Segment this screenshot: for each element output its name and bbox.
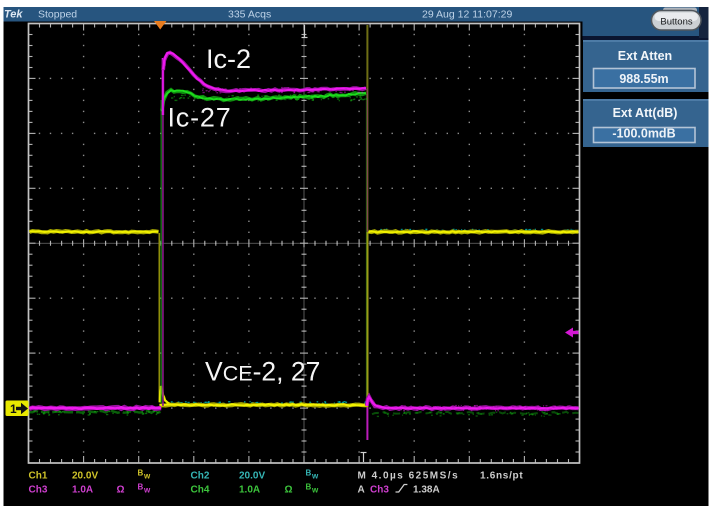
svg-text:Ext Att(dB): Ext Att(dB) <box>613 106 678 120</box>
svg-text:1.0A: 1.0A <box>72 485 93 496</box>
svg-text:Buttons: Buttons <box>660 17 692 28</box>
svg-text:B: B <box>306 469 312 478</box>
svg-text:1.0A: 1.0A <box>239 485 260 496</box>
svg-text:Ch2: Ch2 <box>191 471 210 482</box>
svg-text:B: B <box>138 483 144 492</box>
svg-text:Ext Atten: Ext Atten <box>618 49 672 63</box>
svg-text:w: w <box>311 486 319 495</box>
svg-text:Ch3: Ch3 <box>29 485 48 496</box>
svg-text:B: B <box>306 483 312 492</box>
svg-text:Ic-2: Ic-2 <box>206 44 251 74</box>
svg-text:w: w <box>143 486 151 495</box>
svg-text:988.55m: 988.55m <box>619 72 668 86</box>
svg-text:w: w <box>311 472 319 481</box>
svg-text:w: w <box>143 472 151 481</box>
svg-text:20.0V: 20.0V <box>239 471 265 482</box>
svg-text:-100.0mdB: -100.0mdB <box>612 127 675 141</box>
svg-text:20.0V: 20.0V <box>72 471 98 482</box>
svg-text:Ω: Ω <box>285 485 293 496</box>
svg-text:Ch4: Ch4 <box>191 485 210 496</box>
svg-text:VCE-2, 27: VCE-2, 27 <box>205 357 320 387</box>
svg-text:Ch3: Ch3 <box>370 485 389 496</box>
svg-text:Ω: Ω <box>117 485 125 496</box>
svg-text:Stopped: Stopped <box>38 9 77 21</box>
svg-text:1.6ns/pt: 1.6ns/pt <box>480 471 523 482</box>
svg-text:29 Aug 12 11:07:29: 29 Aug 12 11:07:29 <box>422 9 512 21</box>
svg-text:1.38A: 1.38A <box>413 485 440 496</box>
svg-text:Ic-27: Ic-27 <box>168 103 232 133</box>
svg-text:Tek: Tek <box>4 9 23 21</box>
svg-text:B: B <box>138 469 144 478</box>
svg-text:M 4.0µs 625MS/s: M 4.0µs 625MS/s <box>358 471 460 482</box>
svg-text:A: A <box>358 485 365 496</box>
svg-text:Ch1: Ch1 <box>29 471 48 482</box>
svg-text:335 Acqs: 335 Acqs <box>228 9 271 21</box>
svg-text:1: 1 <box>10 402 17 416</box>
